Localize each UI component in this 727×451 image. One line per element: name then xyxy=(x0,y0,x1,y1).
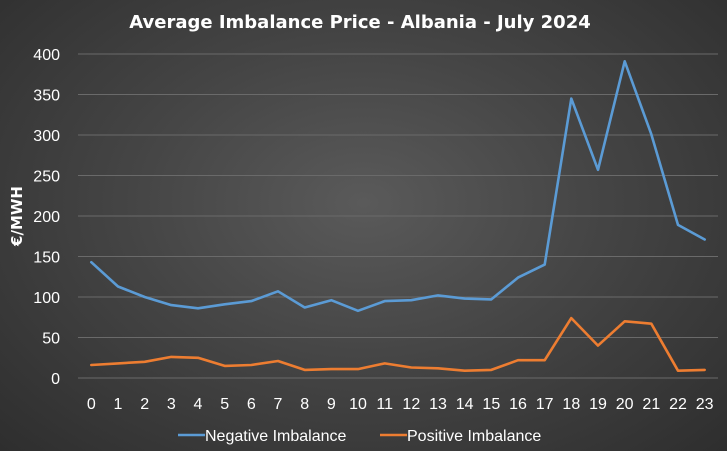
x-tick-label: 6 xyxy=(247,396,256,413)
gridlines xyxy=(78,53,718,379)
x-tick-label: 23 xyxy=(696,396,714,413)
x-tick-label: 5 xyxy=(220,396,229,413)
x-tick-label: 0 xyxy=(87,396,96,413)
series-line-positive-imbalance xyxy=(90,316,707,373)
x-tick-label: 22 xyxy=(669,396,687,413)
series-lines xyxy=(90,59,707,373)
x-tick-label: 15 xyxy=(482,396,500,413)
y-tick-label: 50 xyxy=(42,331,60,348)
x-tick-label: 3 xyxy=(167,396,176,413)
legend-label: Negative Imbalance xyxy=(205,428,347,445)
x-tick-label: 11 xyxy=(376,396,393,413)
y-tick-label: 150 xyxy=(33,250,60,267)
y-tick-label: 300 xyxy=(33,128,60,145)
y-tick-label: 350 xyxy=(33,88,60,105)
y-tick-label: 400 xyxy=(33,47,60,64)
chart-title: Average Imbalance Price - Albania - July… xyxy=(129,12,591,33)
legend-label: Positive Imbalance xyxy=(407,428,541,445)
series-line-negative-imbalance xyxy=(90,59,707,313)
x-tick-label: 4 xyxy=(194,396,203,413)
x-tick-label: 2 xyxy=(140,396,149,413)
x-tick-label: 8 xyxy=(300,396,309,413)
x-tick-label: 20 xyxy=(616,396,634,413)
y-tick-label: 0 xyxy=(51,371,60,388)
x-tick-label: 12 xyxy=(402,396,420,413)
y-axis-ticks: 0 50 100 150 200 250 300 350 400 xyxy=(33,47,60,388)
y-tick-label: 100 xyxy=(33,290,60,307)
y-tick-label: 200 xyxy=(33,209,60,226)
x-tick-label: 7 xyxy=(274,396,283,413)
x-tick-label: 1 xyxy=(114,396,123,413)
y-tick-label: 250 xyxy=(33,169,60,186)
x-axis-ticks: 0 1 2 3 4 5 6 7 8 9 10 11 12 13 14 15 16 17 18 19 20 21 22 23 xyxy=(87,396,714,413)
x-tick-label: 21 xyxy=(642,396,660,413)
x-tick-label: 9 xyxy=(327,396,336,413)
x-tick-label: 18 xyxy=(562,396,580,413)
x-tick-label: 19 xyxy=(589,396,607,413)
x-tick-label: 16 xyxy=(509,396,527,413)
x-tick-label: 14 xyxy=(456,396,474,413)
y-axis-label: €/MWH xyxy=(8,186,26,247)
x-tick-label: 13 xyxy=(429,396,447,413)
x-tick-label: 10 xyxy=(349,396,367,413)
legend: Negative Imbalance Positive Imbalance xyxy=(178,428,541,445)
x-tick-label: 17 xyxy=(536,396,554,413)
